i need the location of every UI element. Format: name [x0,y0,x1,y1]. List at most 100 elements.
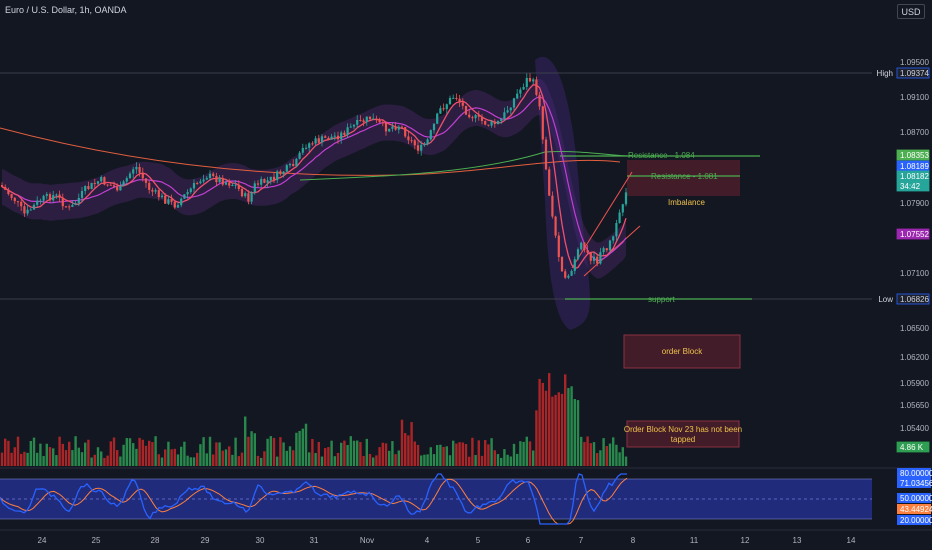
candle-body [186,192,189,195]
candle-body [272,176,276,181]
volume-bar [68,441,71,466]
candle-body [311,143,314,145]
candle-body [541,106,544,140]
volume-bar [384,443,388,466]
candle-body [397,126,400,130]
candle-body [202,179,205,182]
candle-body [116,186,119,191]
candle-body [176,205,180,208]
volume-bar [378,447,381,466]
resistance-1-label: Resistance - 1.084 [628,151,695,160]
volume-bar [487,444,490,466]
volume-bar [413,441,416,466]
candle-body [448,97,452,105]
candle-body [260,178,263,185]
candle-body [330,136,333,140]
time-tick-label: 25 [92,536,101,545]
candle-body [55,194,58,196]
volume-bar [544,390,548,466]
volume-bar [320,456,324,466]
candle-body [29,209,32,211]
volume-bar [314,453,317,466]
price-tag-value: 1.08189 [900,162,929,171]
rsi-band [0,479,872,519]
volume-bar [493,450,496,466]
candle-body [349,126,352,128]
volume-bar [240,452,244,466]
rsi-tag-value: 43.44924 [900,505,932,514]
time-tick-label: 4 [425,536,430,545]
volume-bar [87,439,90,466]
volume-bar [128,438,132,466]
candle-body [154,190,157,192]
volume-bar [423,454,426,466]
volume-bar [151,442,154,466]
candle-body [365,116,368,123]
volume-bar [503,449,506,466]
volume-bar [253,433,256,466]
volume-bar [484,440,487,466]
volume-bar [512,443,516,466]
candle-body [573,259,576,271]
volume-bar [183,441,186,466]
volume-bar [474,455,477,466]
candle-body [493,121,496,124]
candle-body [480,116,484,122]
volume-bar [164,449,167,466]
rsi-tag [897,504,931,514]
candle-body [608,240,612,251]
candle-body [445,104,448,110]
candle-body [535,79,538,95]
volume-bar [596,453,599,466]
volume-bar [16,436,20,466]
price-axis[interactable]: 1.09500 1.09100 1.08700 1.07900 1.07100 1.065… [877,58,930,453]
long-ma-line [0,127,621,176]
volume-bar [48,447,52,466]
candle-body [455,97,458,99]
volume-bar [308,452,311,466]
trend-ma-line [299,151,629,181]
time-axis[interactable]: 24 25 28 29 30 31 Nov 4 5 6 7 8 11 12 13 14 [38,536,856,545]
volume-bar [263,451,266,466]
volume-bar [32,437,36,466]
candle-body [384,122,388,132]
time-tick-label: Nov [360,536,374,545]
candle-body [372,118,375,120]
candle-body [96,181,100,184]
candle-body [292,163,295,167]
candle-body [228,182,231,186]
candle-body [308,143,311,148]
candle-body [160,195,164,198]
candle-body [356,120,359,125]
candle-body [487,124,490,126]
volume-bar [608,443,612,466]
volume-bar [317,441,320,466]
candle-body [170,199,173,202]
volume-bar [96,447,100,466]
candle-body [132,169,135,174]
rsi-tag-value: 71.03456 [900,479,932,488]
volume-bar [496,454,500,466]
candle-body [557,235,560,258]
candle-body [583,242,586,251]
candle-body [496,120,500,124]
candle-body [80,191,84,198]
candle-body [10,194,13,198]
volume-bar [116,450,119,466]
volume-bar [173,448,176,466]
volume-bar [247,436,250,466]
candle-body [567,275,570,278]
candle-body [42,195,45,201]
candle-body [503,112,506,120]
volume-bar [23,451,26,466]
volume-bar [490,438,493,466]
currency-button[interactable]: USD [897,4,925,19]
volume-bar [112,437,116,466]
volume-bar [605,446,608,466]
price-tag-value: 4.86 K [900,443,924,452]
volume-bar [436,445,439,466]
resistance-2-label: Resistance - 1.081 [651,172,718,181]
candle-body [551,195,554,217]
